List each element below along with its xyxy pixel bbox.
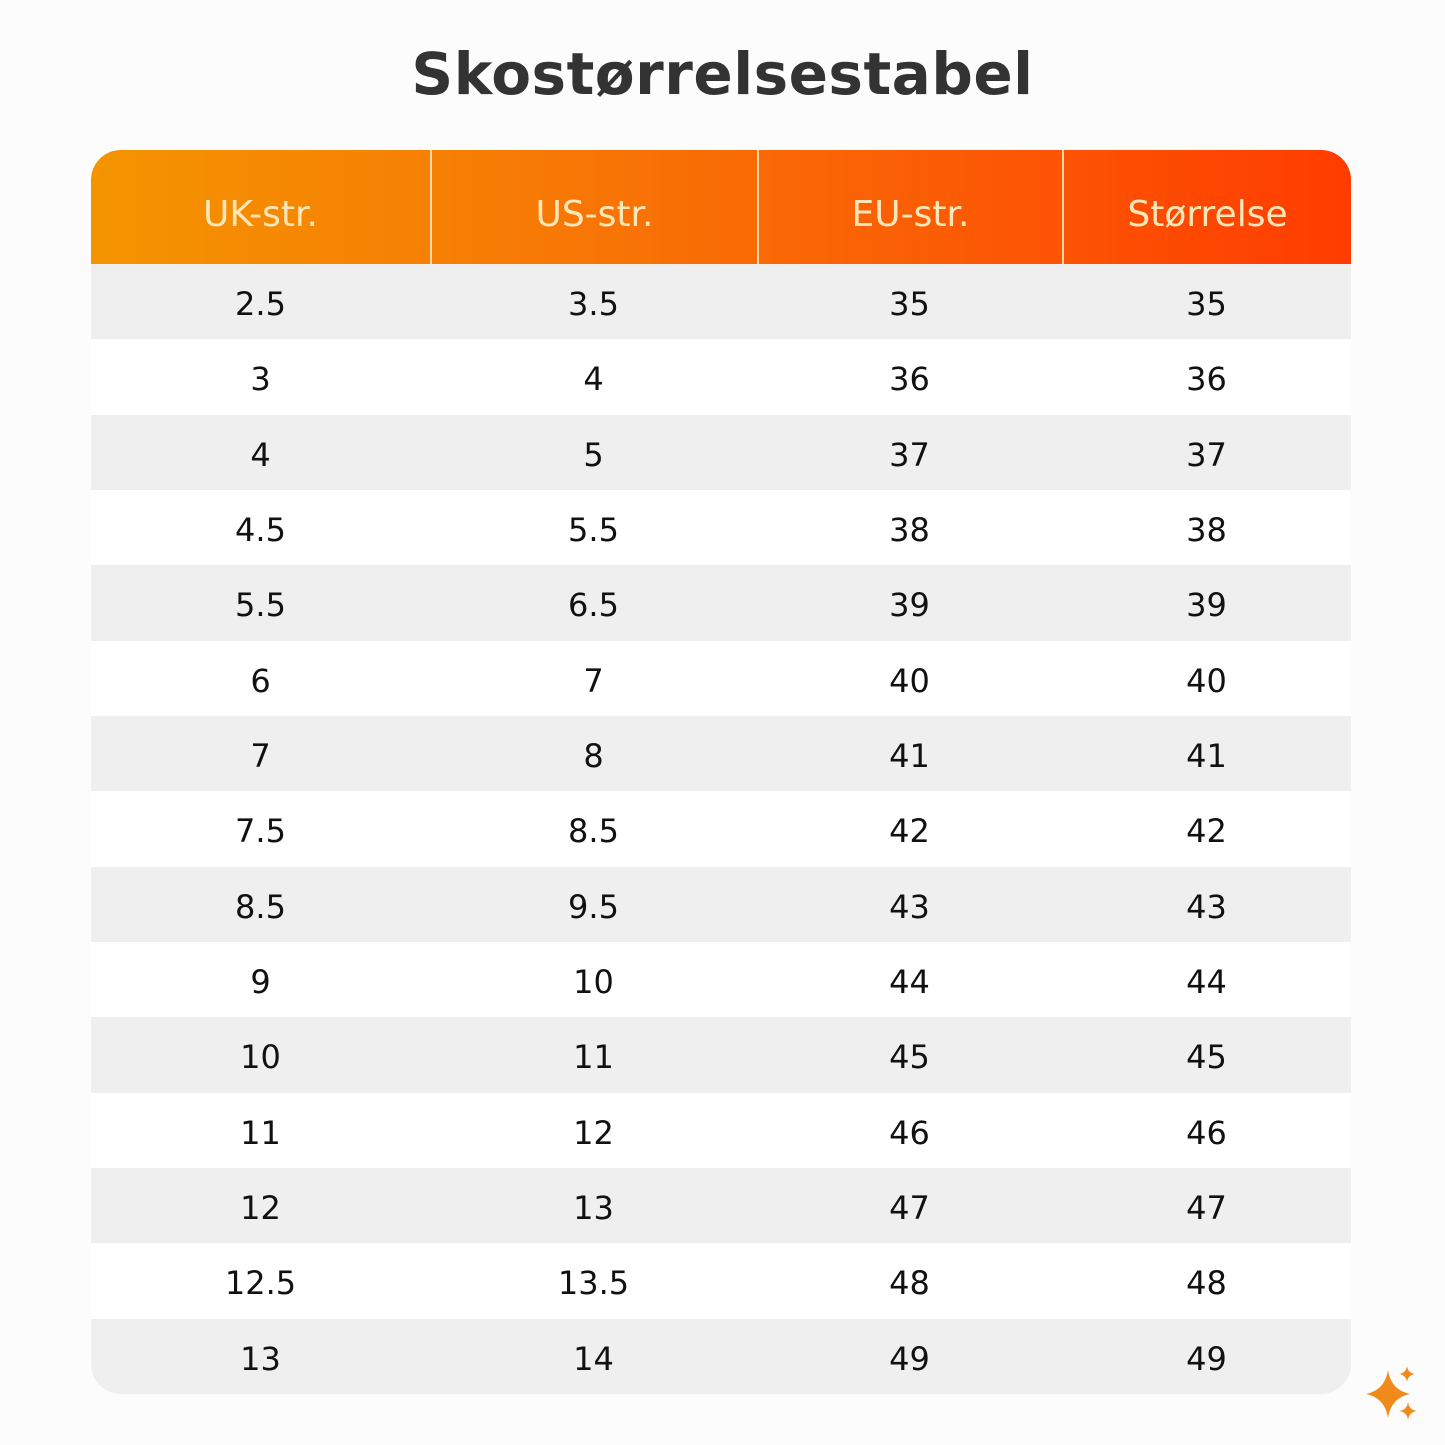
table-cell: 3.5 <box>568 285 619 323</box>
table-cell: 37 <box>1186 435 1227 474</box>
column-header: UK-str. <box>203 194 318 235</box>
table-cell: 45 <box>889 1038 930 1077</box>
size-table: UK-str. US-str. EU-str. Størrelse 2.5 3.5 35 3… <box>91 150 1351 1394</box>
table-cell: 8.5 <box>235 887 286 926</box>
table-cell: 14 <box>573 1339 614 1378</box>
table-cell: 5 <box>583 435 604 474</box>
table-cell: 46 <box>1186 1113 1227 1152</box>
table-cell: 7 <box>583 661 604 700</box>
table-cell: 4.5 <box>235 511 286 549</box>
table-cell: 6 <box>250 661 271 700</box>
table-cell: 11 <box>573 1038 614 1077</box>
table-row: 11 12 46 46 <box>91 1092 1351 1168</box>
table-row: 12.5 13.5 48 48 <box>91 1243 1351 1319</box>
table-row: 12 13 47 47 <box>91 1168 1351 1244</box>
table-cell: 39 <box>889 586 930 625</box>
table-cell: 12.5 <box>224 1264 297 1303</box>
table-cell: 40 <box>1186 661 1227 700</box>
table-cell: 11 <box>240 1113 281 1152</box>
table-cell: 38 <box>1186 511 1227 549</box>
table-cell: 35 <box>1186 285 1227 323</box>
table-cell: 4 <box>250 435 271 474</box>
table-cell: 42 <box>889 812 930 851</box>
table-row: 2.5 3.5 35 35 <box>91 264 1351 340</box>
table-cell: 37 <box>889 435 930 474</box>
table-cell: 9.5 <box>568 887 619 926</box>
table-row: 6 7 40 40 <box>91 640 1351 716</box>
table-row: 4 5 37 37 <box>91 414 1351 490</box>
table-cell: 38 <box>889 511 930 549</box>
column-header: Størrelse <box>1062 150 1351 264</box>
table-cell: 13.5 <box>557 1264 630 1303</box>
table-cell: 45 <box>1186 1038 1227 1077</box>
table-row: 4.5 5.5 38 38 <box>91 490 1351 566</box>
table-cell: 3 <box>250 360 271 399</box>
table-cell: 10 <box>573 963 614 1001</box>
table-row: 5.5 6.5 39 39 <box>91 565 1351 641</box>
table-cell: 12 <box>240 1189 281 1227</box>
table-row: 7.5 8.5 42 42 <box>91 791 1351 867</box>
table-cell: 46 <box>889 1113 930 1152</box>
table-cell: 39 <box>1186 586 1227 625</box>
table-cell: 8 <box>583 737 604 775</box>
table-cell: 47 <box>889 1189 930 1227</box>
table-cell: 42 <box>1186 812 1227 851</box>
table-row: 9 10 44 44 <box>91 942 1351 1018</box>
table-cell: 7.5 <box>235 812 286 851</box>
table-header: UK-str. US-str. EU-str. Størrelse <box>91 150 1351 264</box>
title: Skostørrelsestabel <box>411 40 1034 108</box>
table-cell: 2.5 <box>235 285 286 323</box>
table-cell: 41 <box>889 737 930 775</box>
table-cell: 35 <box>889 285 930 323</box>
table-cell: 13 <box>240 1339 281 1378</box>
table-cell: 7 <box>250 737 271 775</box>
table-row: 10 11 45 45 <box>91 1017 1351 1093</box>
table-row: 13 14 49 49 <box>91 1318 1351 1394</box>
table-cell: 36 <box>1186 360 1227 399</box>
table-cell: 49 <box>889 1339 930 1378</box>
table-cell: 44 <box>889 963 930 1001</box>
column-header: US-str. <box>430 150 757 264</box>
table-cell: 12 <box>573 1113 614 1152</box>
table-cell: 9 <box>250 963 271 1001</box>
table-cell: 6.5 <box>568 586 619 625</box>
table-cell: 48 <box>889 1264 930 1303</box>
table-cell: 4 <box>583 360 604 399</box>
sparkle-icon <box>1366 1366 1417 1420</box>
table-cell: 44 <box>1186 963 1227 1001</box>
table-cell: 36 <box>889 360 930 399</box>
table-cell: 5.5 <box>568 511 619 549</box>
table-cell: 13 <box>573 1189 614 1227</box>
table-cell: 43 <box>1186 887 1227 926</box>
table-cell: 8.5 <box>568 812 619 851</box>
table-cell: 49 <box>1186 1339 1227 1378</box>
table-cell: 43 <box>889 887 930 926</box>
table-row: 3 4 36 36 <box>91 339 1351 415</box>
table-cell: 5.5 <box>235 586 286 625</box>
table-cell: 41 <box>1186 737 1227 775</box>
table-row: 7 8 41 41 <box>91 716 1351 792</box>
table-cell: 47 <box>1186 1189 1227 1227</box>
table-cell: 10 <box>240 1038 281 1077</box>
table-row: 8.5 9.5 43 43 <box>91 866 1351 942</box>
table-cell: 48 <box>1186 1264 1227 1303</box>
table-cell: 40 <box>889 661 930 700</box>
column-header: EU-str. <box>757 150 1062 264</box>
